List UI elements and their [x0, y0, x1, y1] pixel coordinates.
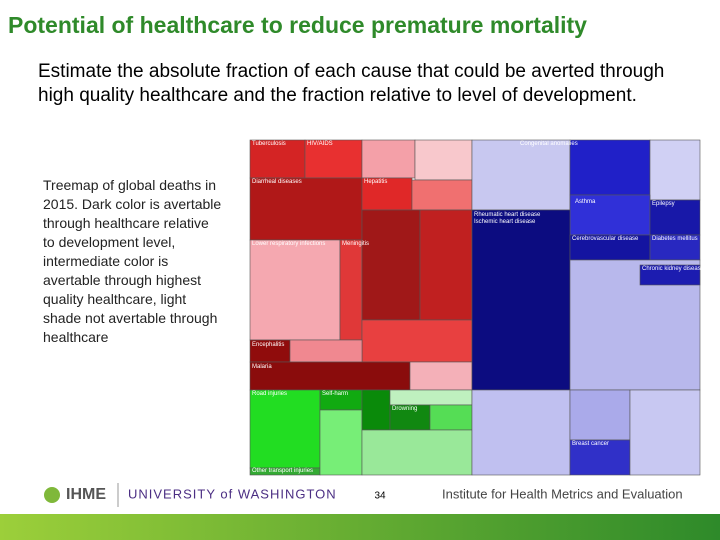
institute-name: Institute for Health Metrics and Evaluat…: [442, 486, 683, 501]
treemap-label: Epilepsy: [652, 201, 675, 207]
treemap-label: Rheumatic heart disease: [474, 212, 541, 218]
treemap-label: Diabetes mellitus: [652, 236, 698, 242]
treemap-label: Road injuries: [252, 391, 287, 397]
treemap-label: Lower respiratory infections: [252, 241, 325, 247]
slide-title: Potential of healthcare to reduce premat…: [8, 12, 587, 38]
ihme-logo-mark: [44, 487, 60, 503]
ihme-logo: IHME: [66, 486, 106, 503]
treemap-label: Encephalitis: [252, 342, 284, 348]
uw-logo: UNIVERSITY of WASHINGTON: [128, 486, 337, 501]
treemap-label: Meningitis: [342, 241, 369, 247]
treemap-label: Chronic kidney disease: [642, 266, 705, 272]
treemap-label: Congenital anomalies: [520, 141, 578, 147]
treemap-label: Other transport injuries: [252, 468, 313, 474]
treemap-label: Cerebrovascular disease: [572, 236, 639, 242]
treemap-label: Self-harm: [322, 391, 348, 397]
treemap-label: Ischemic heart disease: [474, 219, 536, 225]
footer-bar: [0, 514, 720, 540]
treemap-label: Drowning: [392, 406, 417, 412]
treemap-label: Malaria: [252, 364, 272, 370]
caption: Treemap of global deaths in 2015. Dark c…: [43, 177, 222, 345]
treemap-label: Tuberculosis: [252, 141, 286, 147]
page-number: 34: [374, 491, 386, 502]
treemap-label: Breast cancer: [572, 441, 609, 447]
treemap-label: Diarrheal diseases: [252, 179, 302, 185]
treemap-label: HIV/AIDS: [307, 141, 333, 147]
treemap-label: Asthma: [575, 199, 596, 205]
treemap-label: Hepatitis: [364, 179, 387, 185]
subtitle: Estimate the absolute fraction of each c…: [38, 61, 665, 106]
